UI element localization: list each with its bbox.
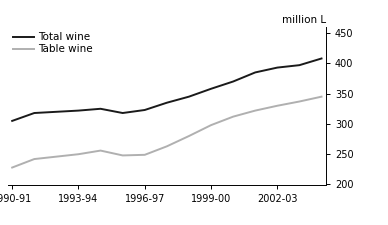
Total wine (209, 88, 213, 90)
Table wine (142, 153, 147, 156)
Total wine (319, 57, 324, 60)
Total wine (54, 110, 59, 113)
Table wine (209, 124, 213, 126)
Line: Table wine: Table wine (12, 97, 322, 168)
Table wine (165, 145, 169, 148)
Total wine (32, 112, 36, 114)
Table wine (297, 100, 302, 103)
Table wine (76, 153, 81, 155)
Total wine (297, 64, 302, 67)
Total wine (253, 71, 258, 74)
Total wine (187, 95, 191, 98)
Total wine (165, 101, 169, 104)
Table wine (187, 135, 191, 137)
Total wine (231, 80, 236, 83)
Table wine (32, 158, 36, 160)
Table wine (54, 155, 59, 158)
Total wine (142, 109, 147, 111)
Total wine (76, 109, 81, 112)
Table wine (10, 166, 14, 169)
Table wine (275, 104, 280, 107)
Total wine (275, 66, 280, 69)
Table wine (98, 149, 103, 152)
Table wine (120, 154, 125, 157)
Text: million L: million L (282, 16, 326, 25)
Table wine (253, 109, 258, 112)
Total wine (98, 107, 103, 110)
Total wine (10, 119, 14, 122)
Table wine (231, 115, 236, 118)
Legend: Total wine, Table wine: Total wine, Table wine (13, 32, 93, 54)
Line: Total wine: Total wine (12, 58, 322, 121)
Table wine (319, 95, 324, 98)
Total wine (120, 112, 125, 114)
